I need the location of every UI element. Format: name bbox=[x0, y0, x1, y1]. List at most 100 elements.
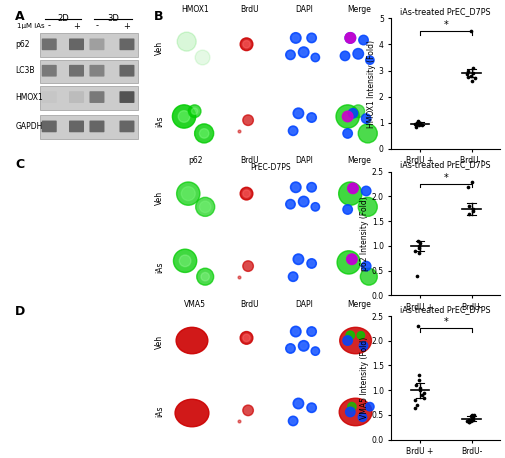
Circle shape bbox=[288, 346, 293, 351]
Circle shape bbox=[199, 201, 211, 213]
Circle shape bbox=[240, 332, 253, 344]
Point bbox=[420, 394, 428, 401]
Circle shape bbox=[300, 49, 307, 55]
Circle shape bbox=[345, 33, 356, 43]
Circle shape bbox=[298, 341, 309, 351]
Circle shape bbox=[290, 33, 301, 43]
Point bbox=[463, 417, 471, 425]
Circle shape bbox=[286, 344, 295, 353]
Text: BrdU: BrdU bbox=[241, 300, 259, 309]
Circle shape bbox=[307, 259, 317, 268]
Point bbox=[411, 397, 419, 404]
FancyBboxPatch shape bbox=[120, 120, 134, 132]
Point bbox=[469, 416, 477, 424]
Text: BrdU: BrdU bbox=[241, 156, 259, 165]
Ellipse shape bbox=[176, 327, 208, 354]
Circle shape bbox=[178, 111, 190, 122]
Circle shape bbox=[295, 400, 301, 407]
Point bbox=[416, 120, 424, 127]
Text: DAPI: DAPI bbox=[295, 5, 314, 14]
Point bbox=[464, 183, 472, 190]
Point bbox=[463, 71, 471, 78]
Circle shape bbox=[199, 129, 209, 138]
Point bbox=[467, 412, 475, 420]
Point bbox=[415, 372, 423, 379]
Point bbox=[469, 70, 477, 77]
Circle shape bbox=[243, 41, 250, 48]
Circle shape bbox=[352, 105, 365, 118]
Ellipse shape bbox=[175, 399, 209, 427]
Circle shape bbox=[311, 202, 320, 211]
Circle shape bbox=[307, 182, 317, 192]
Circle shape bbox=[300, 198, 307, 205]
Circle shape bbox=[339, 182, 362, 205]
Circle shape bbox=[353, 49, 364, 59]
Circle shape bbox=[298, 196, 309, 207]
Circle shape bbox=[179, 255, 191, 267]
Circle shape bbox=[243, 115, 254, 125]
Circle shape bbox=[293, 398, 304, 409]
Text: p62: p62 bbox=[15, 40, 30, 49]
Circle shape bbox=[309, 185, 315, 190]
Point bbox=[411, 247, 419, 255]
Text: iAs: iAs bbox=[155, 262, 164, 273]
Circle shape bbox=[359, 35, 368, 45]
Text: iAs: iAs bbox=[155, 115, 164, 127]
Text: HMOX1: HMOX1 bbox=[15, 93, 43, 102]
Circle shape bbox=[292, 184, 299, 191]
Point bbox=[468, 178, 476, 185]
Title: iAs-treated PrEC_D7PS: iAs-treated PrEC_D7PS bbox=[400, 305, 491, 314]
Point bbox=[416, 240, 424, 247]
FancyBboxPatch shape bbox=[69, 120, 84, 132]
Text: p62: p62 bbox=[188, 156, 203, 165]
Text: *: * bbox=[443, 20, 448, 30]
Point bbox=[469, 64, 477, 71]
Point bbox=[465, 419, 473, 426]
Circle shape bbox=[293, 108, 304, 119]
Circle shape bbox=[362, 186, 371, 196]
Point bbox=[416, 387, 424, 394]
Circle shape bbox=[197, 268, 214, 285]
FancyBboxPatch shape bbox=[120, 91, 134, 103]
Point bbox=[469, 205, 477, 213]
Ellipse shape bbox=[340, 327, 372, 354]
Title: iAs-treated PrEC_D7PS: iAs-treated PrEC_D7PS bbox=[400, 161, 491, 169]
Text: Veh: Veh bbox=[155, 335, 164, 349]
Y-axis label: p62 Intensity (Fold): p62 Intensity (Fold) bbox=[360, 196, 369, 271]
Circle shape bbox=[345, 407, 355, 417]
FancyBboxPatch shape bbox=[69, 38, 84, 50]
Circle shape bbox=[300, 343, 307, 349]
Circle shape bbox=[286, 199, 295, 209]
Circle shape bbox=[358, 124, 377, 143]
Circle shape bbox=[195, 50, 210, 65]
Point bbox=[468, 77, 476, 85]
Text: GAPDH: GAPDH bbox=[15, 122, 42, 131]
Point bbox=[470, 411, 478, 419]
Point bbox=[469, 207, 477, 215]
Circle shape bbox=[361, 268, 377, 285]
Point bbox=[467, 72, 475, 79]
Text: Merge: Merge bbox=[347, 5, 371, 14]
Text: 3D: 3D bbox=[108, 14, 119, 22]
Circle shape bbox=[288, 52, 293, 58]
Circle shape bbox=[177, 32, 196, 51]
Point bbox=[466, 203, 474, 210]
Circle shape bbox=[172, 105, 195, 128]
Point bbox=[415, 121, 423, 129]
Text: B: B bbox=[154, 10, 164, 23]
FancyBboxPatch shape bbox=[120, 38, 134, 50]
Circle shape bbox=[346, 254, 357, 265]
Text: Merge: Merge bbox=[347, 156, 371, 165]
Circle shape bbox=[343, 336, 352, 345]
Circle shape bbox=[313, 349, 318, 354]
Circle shape bbox=[309, 114, 315, 120]
FancyBboxPatch shape bbox=[120, 65, 134, 76]
Text: A: A bbox=[15, 10, 25, 23]
Circle shape bbox=[292, 35, 299, 41]
Text: +: + bbox=[124, 22, 130, 31]
Circle shape bbox=[366, 403, 374, 411]
Point bbox=[411, 120, 419, 128]
Circle shape bbox=[359, 342, 368, 350]
Text: HMOX1: HMOX1 bbox=[182, 5, 209, 14]
Circle shape bbox=[358, 197, 377, 216]
